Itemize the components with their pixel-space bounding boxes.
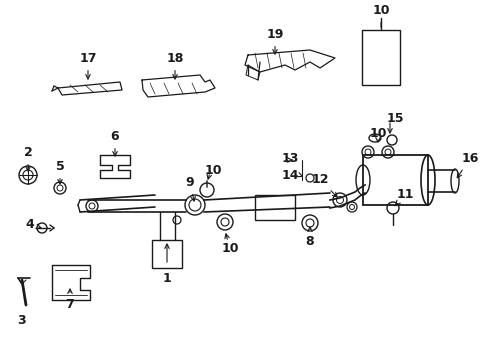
Text: 6: 6 — [110, 130, 119, 156]
Text: 13: 13 — [281, 152, 298, 165]
Text: 4: 4 — [25, 218, 41, 231]
Text: 19: 19 — [266, 28, 283, 54]
Text: 10: 10 — [368, 126, 386, 140]
Text: 3: 3 — [18, 314, 26, 327]
Text: 5: 5 — [56, 160, 64, 184]
Text: 10: 10 — [221, 242, 238, 255]
Text: 16: 16 — [456, 152, 478, 177]
Bar — [361, 30, 399, 85]
Text: 9: 9 — [185, 176, 195, 201]
Bar — [152, 240, 182, 268]
Text: 10: 10 — [204, 163, 221, 176]
Text: 1: 1 — [163, 271, 171, 284]
Text: 10: 10 — [371, 4, 389, 27]
Bar — [362, 155, 427, 205]
Text: 12: 12 — [311, 173, 337, 197]
Text: 8: 8 — [305, 227, 314, 248]
Text: 15: 15 — [386, 112, 403, 125]
Text: 17: 17 — [79, 52, 97, 79]
Text: 7: 7 — [65, 289, 74, 311]
Bar — [254, 195, 294, 220]
Text: 2: 2 — [23, 146, 32, 171]
Text: 14: 14 — [281, 168, 298, 181]
Text: 11: 11 — [394, 188, 413, 206]
Text: 18: 18 — [166, 52, 183, 79]
